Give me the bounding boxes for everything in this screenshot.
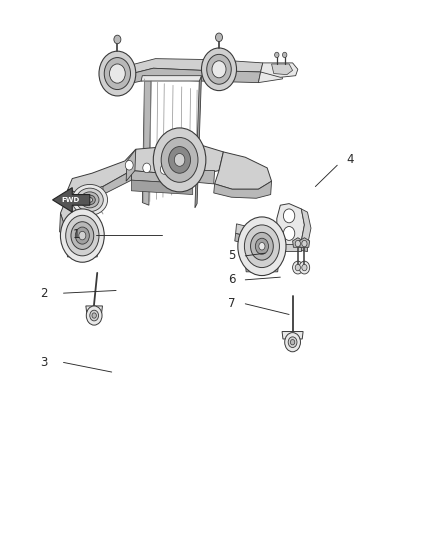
Circle shape [244, 225, 279, 268]
Text: 3: 3 [40, 356, 47, 369]
Circle shape [143, 163, 151, 173]
Polygon shape [282, 332, 303, 339]
Polygon shape [142, 76, 151, 205]
Circle shape [161, 138, 198, 182]
Ellipse shape [72, 184, 108, 215]
Polygon shape [104, 67, 125, 79]
Circle shape [169, 147, 191, 173]
Polygon shape [235, 233, 263, 248]
Polygon shape [236, 224, 277, 244]
Circle shape [299, 261, 310, 274]
Polygon shape [86, 306, 102, 313]
Polygon shape [60, 198, 85, 230]
Polygon shape [301, 209, 311, 245]
Text: 1: 1 [73, 228, 81, 241]
Polygon shape [124, 59, 263, 76]
Polygon shape [299, 238, 310, 247]
Circle shape [255, 238, 268, 254]
Circle shape [201, 48, 237, 91]
Text: 5: 5 [229, 249, 236, 262]
Circle shape [251, 232, 273, 260]
Circle shape [71, 222, 94, 249]
Circle shape [180, 165, 188, 174]
Text: FWD: FWD [61, 197, 79, 203]
Circle shape [275, 52, 279, 58]
Polygon shape [122, 68, 261, 85]
Circle shape [92, 313, 96, 318]
Polygon shape [196, 171, 215, 184]
Polygon shape [277, 244, 301, 251]
Polygon shape [131, 144, 223, 176]
Circle shape [207, 54, 231, 84]
Polygon shape [245, 263, 279, 272]
Circle shape [283, 227, 295, 240]
Polygon shape [277, 204, 304, 246]
Polygon shape [195, 76, 201, 208]
Circle shape [66, 215, 99, 256]
Circle shape [283, 52, 287, 58]
Polygon shape [214, 181, 272, 198]
Circle shape [285, 333, 300, 352]
Ellipse shape [84, 195, 95, 205]
Polygon shape [66, 236, 99, 247]
Circle shape [295, 264, 300, 271]
Circle shape [104, 58, 131, 90]
Polygon shape [301, 244, 307, 252]
Circle shape [60, 209, 104, 262]
Text: 2: 2 [40, 287, 48, 300]
Circle shape [153, 128, 206, 192]
Text: 7: 7 [228, 297, 236, 310]
Circle shape [174, 154, 185, 166]
Circle shape [99, 51, 136, 96]
Circle shape [90, 310, 99, 321]
Polygon shape [80, 187, 103, 204]
Circle shape [75, 227, 89, 244]
Polygon shape [131, 180, 193, 195]
Circle shape [259, 243, 265, 250]
Polygon shape [215, 152, 272, 189]
Circle shape [302, 264, 307, 271]
Circle shape [295, 240, 300, 247]
Circle shape [79, 231, 86, 240]
Circle shape [293, 261, 303, 274]
Polygon shape [293, 238, 303, 247]
Circle shape [86, 306, 102, 325]
Polygon shape [261, 63, 298, 77]
Polygon shape [244, 252, 279, 263]
Polygon shape [131, 171, 193, 184]
Polygon shape [258, 69, 283, 83]
Circle shape [160, 165, 168, 174]
Circle shape [110, 64, 125, 83]
Ellipse shape [81, 192, 99, 208]
Circle shape [288, 337, 297, 348]
Polygon shape [60, 213, 65, 235]
Polygon shape [272, 64, 293, 75]
Polygon shape [68, 149, 136, 195]
Circle shape [290, 340, 295, 345]
Polygon shape [53, 188, 90, 212]
Circle shape [302, 240, 307, 247]
Circle shape [215, 33, 223, 42]
Circle shape [212, 61, 226, 78]
Polygon shape [126, 149, 136, 181]
Circle shape [114, 35, 121, 44]
Circle shape [238, 217, 286, 276]
Ellipse shape [87, 197, 92, 203]
Text: 4: 4 [346, 154, 354, 166]
Circle shape [125, 160, 133, 170]
Circle shape [283, 209, 295, 223]
Text: 6: 6 [228, 273, 236, 286]
Ellipse shape [76, 188, 103, 212]
Polygon shape [141, 76, 201, 81]
Polygon shape [67, 247, 98, 257]
Polygon shape [67, 171, 131, 204]
Polygon shape [67, 189, 81, 204]
